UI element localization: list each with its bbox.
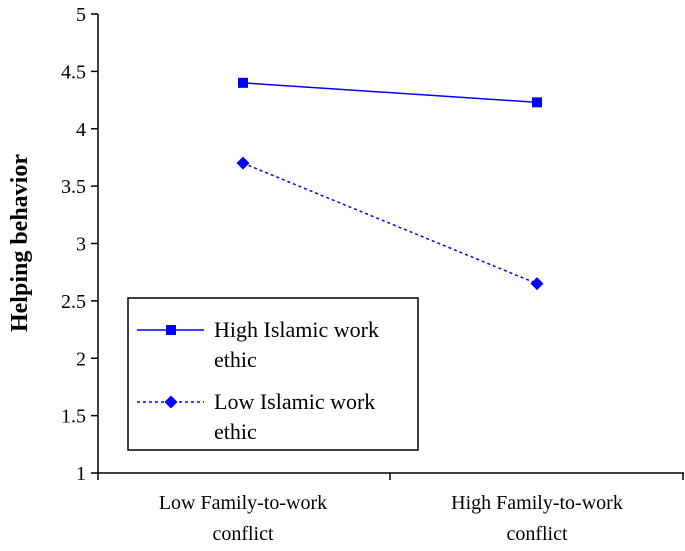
y-axis-title: Helping behavior (7, 154, 33, 332)
series-line (242, 82, 538, 104)
x-tick-label: Low Family-to-work conflict (159, 492, 327, 545)
series-2 (236, 156, 544, 291)
y-tick-label: 2.5 (61, 291, 86, 313)
data-point (236, 156, 250, 170)
legend: High Islamic work ethic Low Islamic work et… (127, 297, 419, 451)
legend-marker (166, 325, 176, 335)
series-group (236, 77, 544, 291)
data-point (532, 97, 542, 108)
y-tick-label: 4 (76, 119, 86, 141)
y-tick-label: 3 (76, 234, 86, 256)
legend-label: Low Islamic work ethic (214, 389, 375, 444)
series-1 (238, 77, 542, 108)
y-tick-label: 1.5 (61, 406, 86, 428)
legend-label: High Islamic work ethic (214, 317, 379, 372)
y-tick-label: 3.5 (61, 176, 86, 198)
data-point (530, 277, 544, 291)
y-tick-label: 4.5 (61, 61, 86, 83)
x-tick-label: High Family-to-work conflict (451, 492, 623, 545)
legend-marker (164, 395, 178, 409)
series-line (242, 162, 538, 285)
y-axis-ticks: 1 1.5 2 2.5 3 3.5 4 4.5 5 (61, 4, 98, 485)
y-tick-label: 2 (76, 348, 86, 370)
data-point (238, 77, 248, 88)
x-axis-ticks: Low Family-to-work conflict High Family-to… (97, 473, 684, 545)
legend-box (127, 297, 419, 451)
y-tick-label: 5 (76, 4, 86, 26)
y-tick-label: 1 (76, 463, 86, 485)
